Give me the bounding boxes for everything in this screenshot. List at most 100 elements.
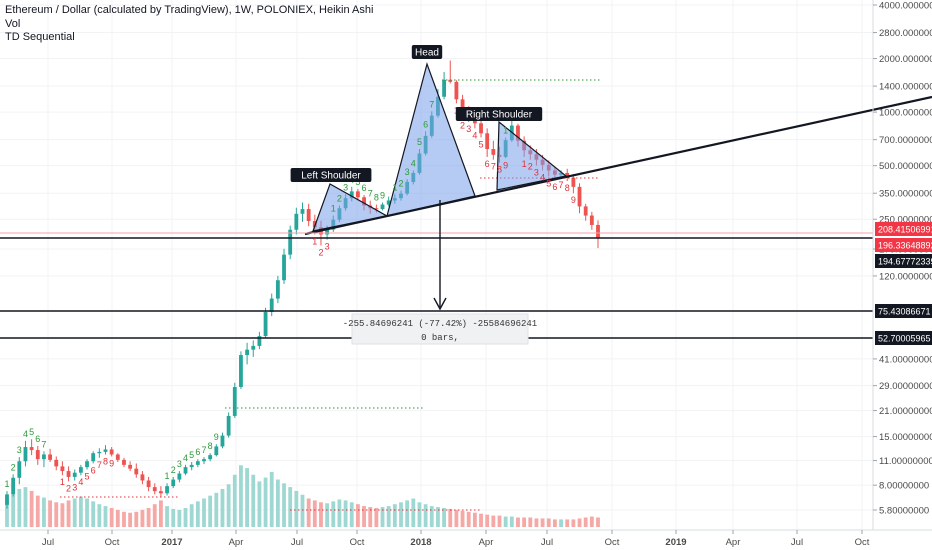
- volume-bar: [282, 483, 286, 527]
- candle-body: [380, 204, 385, 210]
- candle-body: [583, 206, 588, 216]
- volume-bar: [48, 500, 53, 527]
- neckline-trendline: [304, 95, 932, 236]
- candle-body: [72, 472, 77, 477]
- volume-bar: [128, 512, 133, 527]
- price-tick-label: 4000.00000000: [879, 1, 932, 12]
- candle-body: [312, 221, 317, 228]
- candle-body: [54, 459, 59, 467]
- td-count-label: 7: [429, 99, 434, 109]
- measure-change-label: -255.84696241 (-77.42%) -25584696241: [343, 319, 537, 329]
- volume-bar: [368, 507, 373, 527]
- price-axis[interactable]: 4000.00000000 2800.00000000 2000.00000000 1…: [872, 0, 932, 530]
- volume-bar: [171, 508, 176, 527]
- volume-bar: [454, 509, 459, 527]
- td-count-label: 8: [374, 193, 379, 203]
- right-shoulder-triangle: [496, 120, 568, 191]
- head-label: Head: [415, 48, 439, 59]
- volume-bar: [423, 504, 428, 527]
- candle-body: [134, 468, 139, 475]
- volume-bar: [503, 516, 508, 527]
- candle-body: [189, 464, 194, 468]
- price-tick-label: 1000.00000000: [879, 108, 932, 119]
- td-count-label: 6: [35, 434, 40, 444]
- volume-bar: [245, 468, 250, 527]
- candle-body: [257, 336, 262, 346]
- volume-bar: [460, 510, 465, 527]
- time-tick-label: 2019: [665, 537, 686, 548]
- volume-bar: [516, 517, 520, 527]
- td-count-label: 7: [97, 460, 102, 470]
- volume-bar: [405, 500, 410, 527]
- td-count-label: 9: [571, 195, 576, 205]
- measure-tooltip: [351, 313, 529, 345]
- volume-bar: [54, 502, 59, 527]
- td-count-label: 7: [559, 180, 564, 190]
- td-count-label: 6: [423, 119, 428, 129]
- td-count-label: 1: [392, 182, 397, 192]
- time-tick-label: Jul: [791, 537, 803, 548]
- price-tag: [875, 331, 932, 345]
- candle-body: [300, 209, 305, 214]
- candle-body: [78, 467, 83, 473]
- price-tag: [875, 238, 932, 252]
- td-count-label: 2: [460, 121, 465, 131]
- td-count-label: 6: [552, 182, 557, 192]
- symbol-title[interactable]: Ethereum / Dollar (calculated by Trading…: [5, 4, 374, 16]
- candle-body: [448, 79, 453, 82]
- volume-bar: [559, 519, 563, 527]
- candle-body: [23, 447, 28, 462]
- volume-bar: [11, 494, 16, 527]
- candle-body: [140, 474, 145, 481]
- candle-body: [306, 209, 311, 222]
- volume-indicator-label[interactable]: Vol: [5, 17, 21, 30]
- volume-bar: [165, 506, 169, 527]
- price-tag: [875, 304, 932, 318]
- price-tick-label: 8.00000000: [879, 481, 929, 492]
- td-count-label: 9: [109, 458, 114, 468]
- candle-body: [158, 491, 163, 494]
- volume-bar: [337, 499, 342, 527]
- price-tick-label: 2800.00000000: [879, 28, 932, 39]
- td-sequential-label[interactable]: TD Sequential: [5, 31, 75, 43]
- volume-bar: [325, 503, 330, 527]
- time-tick-label: Apr: [726, 537, 741, 548]
- price-tick-label: 2000.00000000: [879, 54, 932, 65]
- volume-bar: [85, 498, 89, 527]
- volume-bar: [491, 515, 496, 527]
- price-tag: [875, 254, 932, 268]
- volume-bar: [589, 516, 594, 527]
- td-count-label: 9: [214, 432, 219, 442]
- td-count-label: 8: [103, 456, 108, 466]
- candle-body: [128, 464, 133, 469]
- candle-body: [29, 447, 34, 451]
- candle-body: [282, 254, 286, 281]
- candle-body: [214, 446, 219, 456]
- volume-bar: [134, 511, 139, 527]
- candle-body: [386, 200, 391, 205]
- td-count-label: 9: [380, 191, 385, 201]
- volume-bar: [540, 518, 545, 527]
- volume-bar: [152, 504, 157, 527]
- candle-body: [596, 224, 600, 238]
- candle-body: [48, 454, 53, 460]
- td-count-label: 5: [29, 427, 34, 437]
- candle-body: [565, 172, 570, 178]
- candle-body: [42, 454, 46, 460]
- volume-bar: [319, 502, 323, 527]
- volume-bar: [306, 498, 311, 527]
- volume-bar: [331, 501, 336, 527]
- td-count-label: 3: [534, 168, 539, 178]
- labels: 1234567123456789123456789123123456789123…: [4, 45, 576, 493]
- candle-body: [66, 471, 71, 477]
- td-count-label: 5: [189, 450, 194, 460]
- candle-body: [269, 298, 274, 313]
- volume-bar: [362, 506, 366, 527]
- td-count-label: 8: [497, 165, 502, 175]
- volume-bar: [109, 508, 114, 527]
- time-axis[interactable]: Jul Oct 2017 Apr Jul Oct 2018 Apr Jul Oct 2019 Apr J…: [0, 529, 932, 548]
- drawings: [0, 61, 932, 511]
- volume-bar: [472, 512, 477, 527]
- td-count-label: 2: [528, 162, 533, 172]
